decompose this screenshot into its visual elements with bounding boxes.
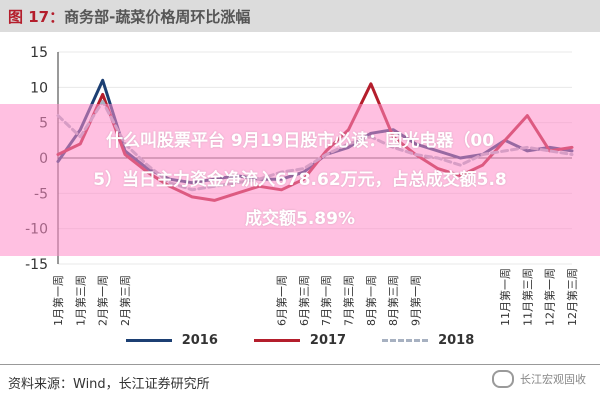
legend-label: 2016 bbox=[181, 332, 218, 348]
x-tick-label: 9月第一周 bbox=[409, 275, 423, 326]
headline-line-3: 成交额5.89% bbox=[245, 209, 355, 229]
legend-swatch bbox=[253, 338, 300, 342]
y-tick-label: -15 bbox=[25, 257, 48, 273]
x-tick-label: 6月第三周 bbox=[297, 275, 311, 326]
x-tick-label: 11月第三周 bbox=[520, 268, 534, 326]
y-tick-label: 10 bbox=[30, 80, 48, 96]
x-tick-label: 11月第一周 bbox=[498, 268, 512, 326]
figure-header: 图 17：商务部-蔬菜价格周环比涨幅 bbox=[0, 0, 600, 32]
x-tick-label: 8月第三周 bbox=[386, 275, 400, 326]
x-tick-label: 12月第一周 bbox=[543, 268, 557, 326]
headline-overlay: 什么叫股票平台 9月19日股市必读：国光电器（00 5）当日主力资金净流入678… bbox=[0, 104, 600, 256]
source-divider bbox=[0, 364, 600, 365]
figure-label: 图 17： bbox=[8, 7, 65, 26]
x-tick-label: 2月第一周 bbox=[96, 275, 110, 326]
x-tick-label: 1月第一周 bbox=[51, 275, 65, 326]
legend-item-2016: 2016 bbox=[125, 332, 218, 348]
legend-label: 2018 bbox=[438, 332, 475, 348]
legend-label: 2017 bbox=[309, 332, 347, 348]
wechat-icon bbox=[492, 370, 514, 388]
watermark: 长江宏观固收 bbox=[492, 370, 586, 388]
legend-item-2018: 2018 bbox=[382, 333, 474, 348]
x-tick-label: 8月第一周 bbox=[364, 275, 378, 326]
source-text: 资料来源：Wind，长江证券研究所 bbox=[8, 377, 210, 392]
x-tick-label: 7月第三周 bbox=[342, 275, 356, 326]
x-tick-label: 2月第三周 bbox=[118, 275, 132, 326]
legend-swatch bbox=[125, 338, 172, 342]
chart-legend: 2016 2017 2018 bbox=[0, 326, 600, 354]
figure-title-text: 商务部-蔬菜价格周环比涨幅 bbox=[64, 7, 251, 26]
headline-line-1: 什么叫股票平台 9月19日股市必读：国光电器（00 bbox=[105, 131, 495, 151]
x-tick-label: 12月第三周 bbox=[565, 268, 579, 326]
x-tick-label: 1月第三周 bbox=[73, 275, 87, 326]
x-tick-label: 7月第一周 bbox=[319, 275, 333, 326]
x-tick-label: 6月第一周 bbox=[274, 275, 288, 326]
legend-swatch bbox=[382, 338, 429, 342]
headline-line-2: 5）当日主力资金净流入678.62万元，占总成交额5.8 bbox=[93, 170, 507, 190]
y-tick-label: 15 bbox=[30, 45, 48, 61]
legend-item-2017: 2017 bbox=[253, 332, 347, 348]
watermark-text: 长江宏观固收 bbox=[520, 373, 586, 386]
figure-title: 图 17：商务部-蔬菜价格周环比涨幅 bbox=[8, 6, 250, 27]
